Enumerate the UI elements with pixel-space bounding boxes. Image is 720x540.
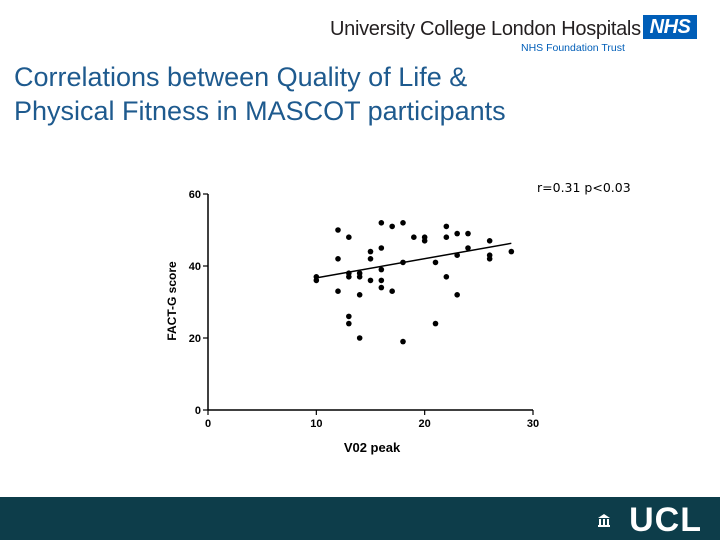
data-point (346, 274, 352, 280)
data-point (432, 259, 439, 266)
portico-icon (598, 514, 610, 527)
y-tick-label: 40 (189, 261, 201, 273)
data-point (421, 238, 428, 244)
data-point (346, 320, 352, 327)
y-tick-label: 60 (189, 189, 201, 201)
chart-axes (207, 194, 533, 411)
chart-ticks: 0 10 20 30 0 20 40 60 (189, 189, 539, 430)
data-point (378, 220, 385, 226)
slide-title: Correlations between Quality of Life & P… (14, 60, 704, 128)
data-point (486, 238, 493, 244)
data-point (508, 248, 515, 255)
slide-title-line-2: Physical Fitness in MASCOT participants (14, 96, 506, 126)
x-axis-label: V02 peak (344, 440, 401, 455)
x-tick-label: 0 (205, 418, 211, 430)
data-point (443, 234, 450, 240)
y-tick-label: 0 (195, 405, 201, 417)
data-point (486, 255, 493, 262)
data-point (378, 277, 385, 284)
data-point (335, 288, 341, 295)
data-point (454, 292, 460, 298)
data-point (443, 223, 450, 230)
slide-title-line-1: Correlations between Quality of Life & (14, 62, 468, 92)
data-point (411, 234, 417, 240)
correlation-stats: r=0.31 p<0.03 (537, 180, 631, 195)
data-point (432, 320, 439, 327)
ucl-logo: UCL (629, 501, 702, 539)
y-axis-label: FACT-G score (165, 261, 179, 341)
data-point (367, 255, 374, 262)
data-point (389, 288, 395, 295)
scatter-chart: 0 10 20 30 0 20 40 60 V02 peak FACT-G score (165, 189, 539, 455)
data-point (367, 248, 374, 255)
x-tick-label: 30 (527, 418, 539, 430)
footer-bar: UCL (0, 497, 720, 540)
chart-points (313, 220, 515, 345)
data-point (378, 245, 385, 251)
x-tick-label: 10 (310, 418, 322, 430)
data-point (400, 220, 406, 226)
data-point (356, 335, 363, 341)
data-point (335, 227, 341, 233)
data-point (367, 277, 374, 284)
data-point (335, 255, 341, 262)
data-point (465, 245, 471, 251)
data-point (346, 234, 352, 240)
data-point (443, 274, 450, 280)
y-tick-label: 20 (189, 333, 201, 345)
nhs-logo: NHS (643, 15, 697, 39)
data-point (356, 292, 363, 298)
data-point (356, 274, 363, 280)
x-tick-label: 20 (419, 418, 431, 430)
organization-name: University College London Hospitals (330, 18, 641, 40)
data-point (313, 277, 320, 284)
data-point (346, 313, 352, 320)
trust-name: NHS Foundation Trust (521, 42, 625, 54)
data-point (378, 266, 385, 273)
data-point (454, 230, 460, 237)
data-point (400, 338, 406, 345)
data-point (465, 230, 471, 237)
data-point (389, 223, 395, 230)
trend-line (316, 242, 512, 279)
data-point (378, 284, 385, 291)
